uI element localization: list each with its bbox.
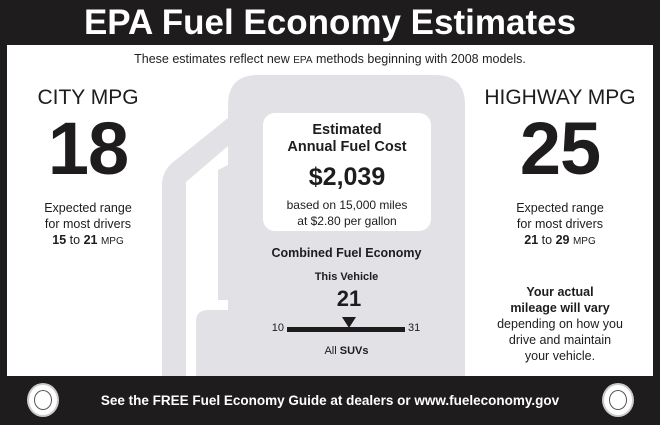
city-range: 15 to 21 MPG bbox=[52, 233, 124, 247]
cost-heading-1: Estimated bbox=[312, 122, 382, 138]
city-mpg-value: 18 bbox=[47, 107, 129, 190]
city-mpg-label: CITY MPG bbox=[37, 86, 139, 109]
city-range-line1: Expected range bbox=[44, 201, 132, 215]
combined-fuel-economy-title: Combined Fuel Economy bbox=[271, 246, 422, 260]
epa-seal-icon bbox=[27, 383, 59, 417]
highway-range: 21 to 29 MPG bbox=[524, 233, 596, 247]
footer-guide-text: See the FREE Fuel Economy Guide at deale… bbox=[100, 393, 560, 408]
highway-mpg-section: HIGHWAY MPG 25 Expected range for most d… bbox=[475, 86, 645, 364]
vehicle-class-label: All SUVs bbox=[324, 345, 369, 357]
highway-range-line1: Expected range bbox=[516, 201, 604, 215]
pump-nozzle bbox=[196, 310, 228, 376]
mileage-disclaimer: Your actual mileage will vary depending … bbox=[497, 285, 623, 363]
cost-basis-1: based on 15,000 miles bbox=[286, 198, 408, 212]
pump-hose bbox=[162, 118, 228, 376]
combined-mpg-value: 21 bbox=[336, 286, 362, 311]
city-range-line2: for most drivers bbox=[44, 217, 132, 231]
doe-seal-icon bbox=[602, 383, 634, 417]
this-vehicle-label: This Vehicle bbox=[314, 271, 379, 283]
annual-fuel-cost-box: Estimated Annual Fuel Cost $2,039 based … bbox=[263, 113, 431, 231]
highway-range-line2: for most drivers bbox=[516, 217, 604, 231]
subtitle: These estimates reflect new EPA methods … bbox=[134, 52, 526, 66]
highway-mpg-label: HIGHWAY MPG bbox=[484, 86, 636, 109]
label-title: EPA Fuel Economy Estimates bbox=[83, 3, 577, 42]
scale-min-label: 10 bbox=[271, 322, 284, 334]
vehicle-marker-icon bbox=[341, 317, 356, 328]
annual-fuel-cost-value: $2,039 bbox=[308, 163, 386, 191]
pump-handle bbox=[218, 165, 228, 300]
combined-scale-bar bbox=[287, 327, 405, 332]
highway-mpg-value: 25 bbox=[519, 107, 601, 190]
cost-basis-2: at $2.80 per gallon bbox=[297, 214, 397, 228]
cost-heading-2: Annual Fuel Cost bbox=[287, 139, 407, 155]
scale-max-label: 31 bbox=[408, 322, 421, 334]
city-mpg-section: CITY MPG 18 Expected range for most driv… bbox=[18, 86, 158, 250]
